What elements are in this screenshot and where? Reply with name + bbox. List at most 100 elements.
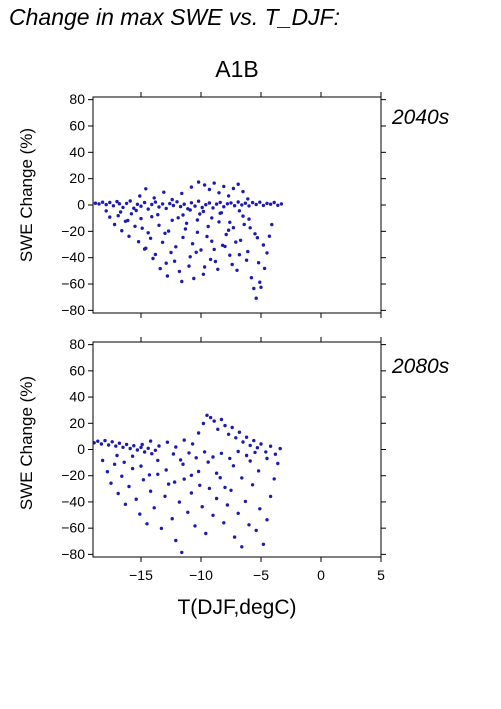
data-point xyxy=(112,462,117,466)
data-point xyxy=(178,458,183,462)
data-point xyxy=(139,464,143,468)
data-point xyxy=(261,542,266,546)
data-point xyxy=(157,223,161,227)
data-point xyxy=(146,231,150,235)
data-point xyxy=(265,251,269,255)
data-point xyxy=(189,185,194,189)
data-point xyxy=(165,274,170,278)
data-point xyxy=(273,452,278,456)
data-point xyxy=(216,267,220,271)
data-point xyxy=(247,523,251,527)
x-tick-label: −10 xyxy=(189,567,213,583)
data-point xyxy=(182,438,186,442)
data-point xyxy=(278,446,282,451)
data-point xyxy=(174,445,178,449)
data-point xyxy=(168,201,172,206)
data-point xyxy=(170,197,174,202)
data-point xyxy=(229,488,233,492)
data-point xyxy=(138,194,142,198)
data-point xyxy=(201,421,206,426)
data-point xyxy=(122,460,126,464)
data-point xyxy=(166,229,171,233)
data-point xyxy=(207,486,212,491)
data-point xyxy=(139,216,143,221)
data-point xyxy=(108,200,112,205)
data-point xyxy=(208,257,213,262)
period-label-2040s: 2040s xyxy=(392,106,450,129)
data-point xyxy=(166,482,171,486)
data-point xyxy=(229,201,233,205)
data-point xyxy=(254,528,258,533)
data-point xyxy=(182,477,186,481)
data-point xyxy=(130,454,135,458)
data-point xyxy=(198,483,202,487)
data-point xyxy=(180,550,184,555)
data-point xyxy=(186,510,190,514)
data-point xyxy=(151,256,155,261)
data-point xyxy=(105,470,110,474)
data-point xyxy=(224,232,228,237)
data-point xyxy=(127,484,131,489)
data-point xyxy=(133,224,137,228)
data-point xyxy=(99,442,104,446)
data-point xyxy=(148,236,153,240)
data-point xyxy=(115,199,119,204)
data-point xyxy=(241,214,245,218)
data-point xyxy=(255,446,260,450)
data-point xyxy=(272,200,276,205)
data-point xyxy=(134,497,138,501)
data-point xyxy=(171,203,176,208)
data-point xyxy=(183,227,188,231)
data-point xyxy=(187,451,191,455)
data-point xyxy=(156,458,160,463)
data-point xyxy=(172,480,177,484)
data-point xyxy=(177,269,182,274)
data-point xyxy=(193,524,197,528)
data-point xyxy=(120,229,124,233)
data-point xyxy=(163,231,167,235)
data-point xyxy=(104,209,108,213)
data-point xyxy=(218,211,222,215)
data-point xyxy=(226,432,231,436)
data-point xyxy=(265,518,269,522)
data-point xyxy=(103,438,107,443)
data-point xyxy=(252,438,256,443)
data-point xyxy=(214,202,219,206)
y-tick-label: 40 xyxy=(69,144,85,160)
y-tick-label: 60 xyxy=(69,117,85,133)
data-point xyxy=(193,204,197,208)
data-point xyxy=(136,240,141,244)
data-point xyxy=(123,502,128,506)
data-point xyxy=(206,224,210,229)
data-point xyxy=(96,439,100,443)
data-point xyxy=(132,206,136,210)
data-point xyxy=(184,221,189,225)
data-point xyxy=(117,202,122,206)
data-point xyxy=(226,228,231,232)
data-point xyxy=(222,205,226,209)
data-point xyxy=(244,435,249,439)
data-point xyxy=(230,262,234,267)
data-point xyxy=(180,191,184,196)
data-point xyxy=(174,538,178,543)
data-point xyxy=(144,187,148,191)
data-point xyxy=(210,239,214,243)
data-point xyxy=(207,201,212,205)
data-point xyxy=(196,431,201,435)
data-point xyxy=(140,442,144,447)
data-point xyxy=(100,200,105,204)
data-point xyxy=(178,204,183,209)
data-point xyxy=(181,462,185,466)
y-tick-label: −60 xyxy=(61,520,85,536)
data-point xyxy=(254,296,258,300)
data-point xyxy=(121,205,125,210)
data-point xyxy=(157,205,161,209)
data-point xyxy=(180,279,184,284)
data-point xyxy=(156,213,160,217)
data-point xyxy=(255,236,260,240)
data-point xyxy=(253,232,257,236)
data-point xyxy=(201,209,206,214)
data-point xyxy=(264,450,268,454)
data-point xyxy=(240,476,244,480)
